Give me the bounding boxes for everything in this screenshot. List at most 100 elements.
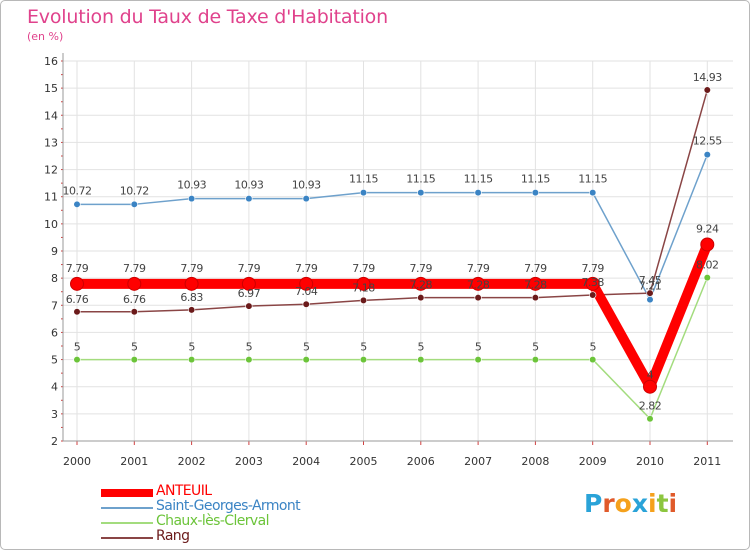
data-label: 6.76 (66, 293, 89, 306)
x-tick-label: 2007 (464, 455, 492, 468)
data-point (589, 355, 597, 364)
data-label: 9.24 (696, 222, 719, 235)
legend-swatch (101, 507, 153, 509)
data-point (474, 355, 482, 364)
data-point (130, 308, 138, 316)
data-label: 5 (303, 341, 310, 354)
data-point (70, 276, 84, 291)
data-label: 4 (647, 369, 654, 382)
x-tick-label: 2002 (178, 455, 206, 468)
data-point (130, 200, 138, 208)
data-label: 5 (188, 341, 195, 354)
series-line-anteuil (72, 239, 713, 392)
data-label: 5 (246, 341, 253, 354)
data-point (356, 276, 371, 291)
data-label: 6.97 (238, 287, 261, 300)
series-line-saint-georges-armont (76, 153, 709, 301)
data-label: 7.79 (295, 262, 318, 275)
data-label: 11.15 (578, 173, 607, 186)
data-point (585, 276, 600, 291)
data-point (589, 189, 597, 197)
data-point (413, 276, 428, 291)
y-tick-label: 7 (51, 299, 58, 312)
data-label: 5 (131, 341, 138, 354)
data-point (700, 237, 715, 252)
chart-subtitle: (en %) (27, 30, 64, 43)
y-tick-label: 10 (44, 218, 58, 231)
legend-label: ANTEUIL (156, 483, 212, 499)
data-point (359, 355, 368, 364)
proxiti-logo: Proxiti (584, 489, 677, 518)
y-tick-label: 11 (44, 191, 58, 204)
y-tick-label: 13 (44, 136, 58, 149)
data-label: 5 (589, 341, 596, 354)
grid (63, 60, 733, 442)
y-tick-label: 9 (51, 245, 58, 258)
data-point (73, 308, 81, 316)
y-tick-label: 2 (51, 435, 58, 448)
data-label: 7.79 (467, 262, 490, 275)
series-lines (72, 89, 713, 420)
data-label: 11.15 (521, 173, 550, 186)
logo-letter: i (648, 489, 657, 518)
data-point (703, 151, 711, 159)
data-label: 6.76 (123, 293, 146, 306)
data-label: 10.93 (234, 179, 263, 192)
legend-label: Rang (156, 528, 190, 544)
data-label: 7.79 (581, 262, 604, 275)
data-point (474, 189, 482, 197)
y-tick-label: 8 (51, 272, 58, 285)
data-label: 11.15 (464, 173, 493, 186)
data-point (703, 86, 711, 94)
data-label: 10.72 (63, 184, 92, 197)
data-point (417, 355, 425, 364)
data-point (127, 276, 142, 291)
logo-letter: P (584, 489, 603, 518)
logo-letter: x (631, 489, 648, 518)
y-tick-label: 15 (44, 82, 58, 95)
legend-label: Saint-Georges-Armont (156, 498, 301, 514)
data-label: 5 (532, 341, 539, 354)
y-tick-label: 14 (44, 109, 58, 122)
data-label: 5 (74, 341, 81, 354)
data-point (184, 276, 199, 291)
data-label: 7.79 (524, 262, 547, 275)
legend-label: Chaux-lès-Clerval (156, 513, 269, 529)
data-labels: 7.79 7.79 7.79 7.79 7.79 7.79 7.79 7.79 7.79 7.79… (63, 71, 723, 413)
series-line-chaux-l-s-clerval (76, 276, 709, 420)
data-label: 7.28 (524, 279, 547, 292)
data-label: 7.21 (639, 280, 662, 293)
data-label: 10.72 (120, 184, 149, 197)
x-tick-label: 2009 (579, 455, 607, 468)
data-label: 7.28 (410, 279, 433, 292)
x-tick-label: 2011 (693, 455, 721, 468)
data-label: 7.79 (352, 262, 375, 275)
data-point (646, 415, 654, 423)
data-point (73, 355, 81, 364)
y-tick-label: 5 (51, 354, 58, 367)
data-point (302, 355, 310, 364)
data-label: 7.28 (467, 279, 490, 292)
data-label: 14.93 (693, 71, 722, 84)
y-tick-label: 12 (44, 164, 58, 177)
data-label: 11.15 (349, 173, 378, 186)
data-point (359, 189, 368, 197)
data-label: 7.79 (180, 262, 203, 275)
data-point (302, 300, 310, 308)
data-label: 11.15 (406, 173, 435, 186)
data-point (531, 189, 540, 197)
data-label: 7.79 (238, 262, 261, 275)
data-point (646, 295, 654, 304)
data-point (528, 276, 543, 291)
data-label: 7.45 (639, 274, 662, 287)
data-label: 7.79 (410, 262, 433, 275)
logo-letter: r (602, 489, 615, 518)
x-tick-label: 2006 (407, 455, 435, 468)
chart-title: Evolution du Taux de Taxe d'Habitation (27, 6, 388, 28)
data-point (417, 294, 425, 302)
data-point (643, 379, 657, 394)
data-point (531, 294, 540, 302)
data-point (646, 289, 654, 297)
data-point (302, 195, 310, 203)
